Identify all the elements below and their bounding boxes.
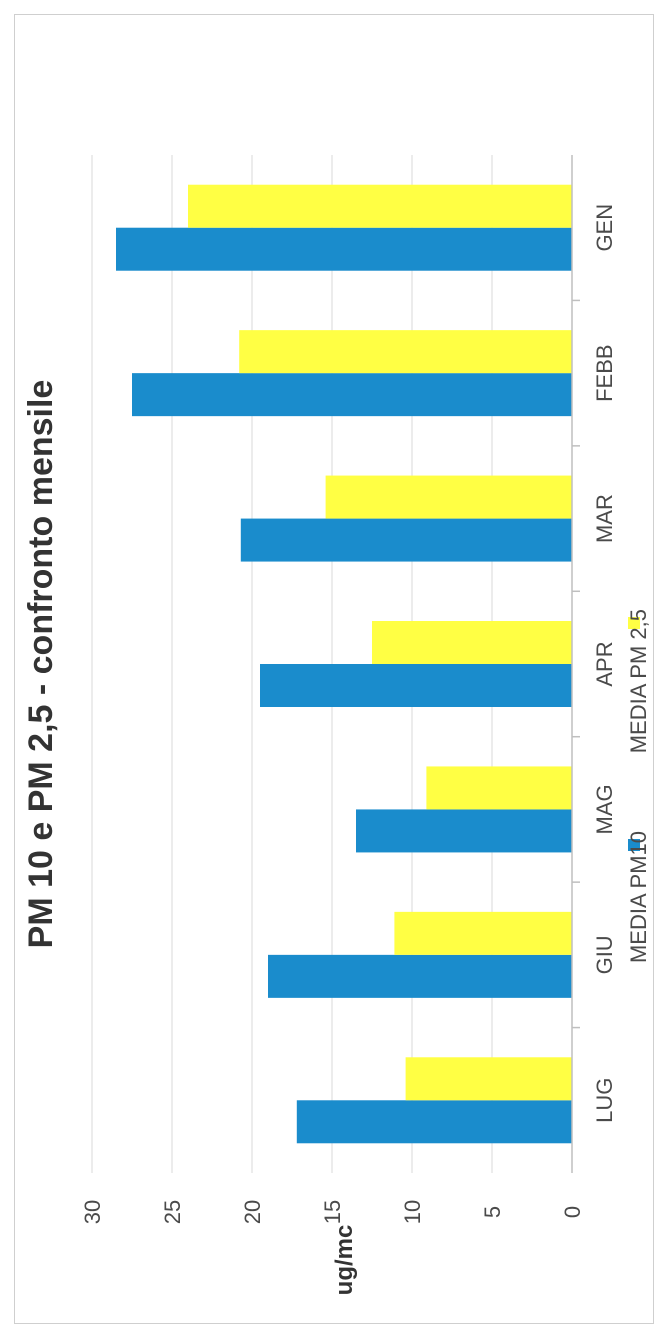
- y-tick-label-0: 0: [560, 1206, 585, 1218]
- bar-layer: [116, 184, 573, 1144]
- y-tick-label-15: 15: [320, 1200, 345, 1224]
- y-tick-label-5: 5: [480, 1206, 505, 1218]
- y-tick-label-25: 25: [160, 1200, 185, 1224]
- bar-media-pm-2-5-mag: [426, 766, 572, 810]
- x-tick-label-febb: FEBB: [592, 344, 617, 401]
- grid-layer: [91, 155, 493, 1173]
- bar-media-pm-2-5-gen: [188, 184, 572, 228]
- text-layer: 0 5 10 15 20 25 30 GEN FEBB MAR APR MAG GIU LUG PM 10 …: [22, 204, 651, 1295]
- legend-label-2: MEDIA PM 2,5: [626, 609, 651, 753]
- legend-label-1: MEDIA PM10: [626, 831, 651, 963]
- x-tick-label-apr: APR: [592, 641, 617, 686]
- chart-title: PM 10 e PM 2,5 - confronto mensile: [22, 380, 60, 949]
- bar-media-pm-2-5-febb: [239, 330, 572, 374]
- bar-media-pm10-febb: [132, 373, 572, 417]
- legend-swatch-2: [628, 617, 640, 629]
- y-tick-label-20: 20: [240, 1200, 265, 1224]
- bar-media-pm10-mag: [356, 809, 572, 853]
- bar-media-pm10-lug: [296, 1100, 572, 1144]
- y-tick-label-30: 30: [80, 1200, 105, 1224]
- bar-media-pm-2-5-apr: [372, 621, 572, 664]
- x-tick-label-lug: LUG: [592, 1078, 617, 1123]
- bar-media-pm10-mar: [240, 518, 573, 562]
- y-axis-label: ug/mc: [331, 1225, 358, 1296]
- legend-swatch-1: [628, 839, 640, 851]
- y-tick-label-10: 10: [400, 1200, 425, 1224]
- axis-layer: [571, 155, 580, 1173]
- x-tick-label-mag: MAG: [592, 784, 617, 834]
- x-tick-label-mar: MAR: [592, 494, 617, 543]
- x-tick-label-giu: GIU: [592, 935, 617, 974]
- bar-media-pm10-apr: [260, 664, 572, 707]
- chart-frame: [14, 14, 654, 1324]
- bar-media-pm10-gen: [116, 227, 572, 271]
- bar-media-pm-2-5-lug: [405, 1057, 572, 1101]
- bar-media-pm-2-5-giu: [394, 911, 572, 955]
- x-tick-label-gen: GEN: [592, 204, 617, 252]
- bar-media-pm-2-5-mar: [325, 475, 572, 519]
- bar-media-pm10-giu: [268, 954, 572, 998]
